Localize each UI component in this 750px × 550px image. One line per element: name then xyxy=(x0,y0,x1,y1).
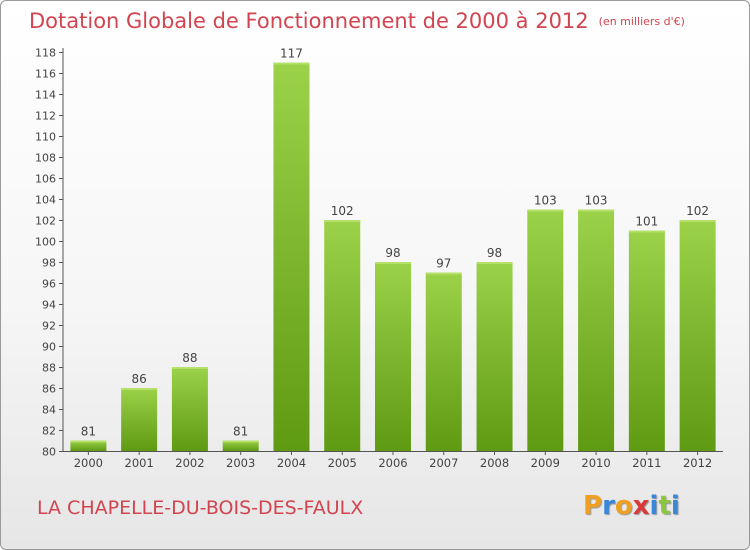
y-tick-label: 108 xyxy=(35,152,56,165)
x-tick-label-2003: 2003 xyxy=(226,456,255,470)
bar-2012 xyxy=(679,220,716,451)
value-label-2012: 102 xyxy=(686,204,709,218)
value-label-2006: 98 xyxy=(385,246,400,260)
commune-name: LA CHAPELLE-DU-BOIS-DES-FAULX xyxy=(37,497,364,519)
bar-highlight-2012 xyxy=(679,220,716,222)
bar-2002 xyxy=(171,367,208,451)
bar-2003 xyxy=(222,440,259,451)
value-label-2011: 101 xyxy=(635,215,658,229)
bar-highlight-2003 xyxy=(222,440,259,443)
y-tick-label: 104 xyxy=(35,194,56,207)
logo-letter: o xyxy=(614,491,633,521)
chart-bars: 81 86 88 81 117 102 98 97 98 103 103 101 102 xyxy=(70,47,716,451)
logo-letter: i xyxy=(649,491,659,521)
x-tick-label-2008: 2008 xyxy=(480,456,509,470)
x-tick-label-2004: 2004 xyxy=(277,456,306,470)
x-tick-label-2010: 2010 xyxy=(581,456,610,470)
y-tick-label: 100 xyxy=(35,236,56,249)
logo-letter: t xyxy=(658,491,671,521)
value-label-2009: 103 xyxy=(534,194,557,208)
value-label-2010: 103 xyxy=(585,194,608,208)
x-tick-label-2001: 2001 xyxy=(125,456,154,470)
y-tick-label: 102 xyxy=(35,215,56,228)
logo-letter: P xyxy=(583,491,603,521)
bar-2000 xyxy=(70,440,107,451)
x-tick-label-2000: 2000 xyxy=(74,456,103,470)
bar-2010 xyxy=(578,209,615,451)
bar-highlight-2000 xyxy=(70,440,107,443)
x-tick-label-2011: 2011 xyxy=(632,456,661,470)
bar-2008 xyxy=(476,262,513,451)
value-label-2007: 97 xyxy=(436,257,451,271)
y-tick-label: 110 xyxy=(35,131,56,144)
proxiti-logo[interactable]: Proxiti xyxy=(583,491,680,521)
y-tick-label: 114 xyxy=(35,89,56,102)
bar-highlight-2002 xyxy=(171,367,208,369)
value-label-2008: 98 xyxy=(487,246,502,260)
logo-letter: i xyxy=(670,491,680,521)
y-tick-label: 118 xyxy=(35,47,56,60)
chart-title-text: Dotation Globale de Fonctionnement de 20… xyxy=(29,9,589,33)
bar-2007 xyxy=(425,272,462,451)
value-label-2003: 81 xyxy=(233,425,248,439)
y-tick-label: 80 xyxy=(42,446,56,459)
value-label-2004: 117 xyxy=(280,47,303,61)
y-tick-label: 82 xyxy=(42,425,56,438)
bar-highlight-2008 xyxy=(476,262,513,264)
logo-letter: x xyxy=(632,491,650,521)
y-tick-label: 112 xyxy=(35,110,56,123)
x-tick-label-2009: 2009 xyxy=(531,456,560,470)
value-label-2002: 88 xyxy=(182,351,197,365)
bar-highlight-2004 xyxy=(273,62,310,65)
bar-highlight-2007 xyxy=(425,272,462,275)
chart-title: Dotation Globale de Fonctionnement de 20… xyxy=(29,9,685,33)
y-tick-label: 92 xyxy=(42,320,56,333)
bar-2006 xyxy=(375,262,411,451)
bar-highlight-2011 xyxy=(628,230,665,233)
bar-2001 xyxy=(121,388,158,451)
bar-highlight-2005 xyxy=(324,220,361,222)
y-tick-label: 116 xyxy=(35,68,56,81)
bar-highlight-2010 xyxy=(578,209,615,212)
y-tick-label: 86 xyxy=(42,383,56,396)
x-tick-label-2012: 2012 xyxy=(683,456,712,470)
x-tick-label-2007: 2007 xyxy=(429,456,458,470)
value-label-2000: 81 xyxy=(81,425,96,439)
chart-unit: (en milliers d'€) xyxy=(598,15,685,28)
bar-2009 xyxy=(527,209,564,451)
x-tick-label-2002: 2002 xyxy=(175,456,204,470)
logo-letter: r xyxy=(602,491,615,521)
y-tick-label: 96 xyxy=(42,278,56,291)
y-tick-label: 106 xyxy=(35,173,56,186)
y-tick-label: 94 xyxy=(42,299,56,312)
x-tick-label-2006: 2006 xyxy=(378,456,407,470)
value-label-2005: 102 xyxy=(331,204,354,218)
bar-2005 xyxy=(324,220,361,451)
bar-highlight-2006 xyxy=(375,262,411,264)
x-tick-label-2005: 2005 xyxy=(328,456,357,470)
y-tick-label: 88 xyxy=(42,362,56,375)
bar-highlight-2001 xyxy=(121,388,158,390)
bar-2011 xyxy=(628,230,665,451)
y-tick-label: 90 xyxy=(42,341,56,354)
value-label-2001: 86 xyxy=(132,372,147,386)
y-tick-label: 84 xyxy=(42,404,56,417)
bar-2004 xyxy=(273,62,310,451)
chart-axes: 80 82 84 86 88 90 92 94 96 98 100 102 104 106 108 110 11… xyxy=(35,47,723,470)
y-tick-label: 98 xyxy=(42,257,56,270)
bar-highlight-2009 xyxy=(527,209,564,212)
